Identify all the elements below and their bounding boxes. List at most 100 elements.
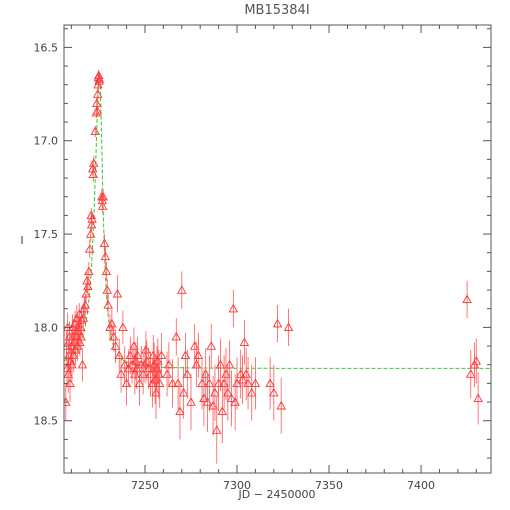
data-point (178, 366, 189, 419)
data-points-layer (64, 69, 483, 464)
data-point (154, 359, 165, 408)
data-point (119, 346, 130, 384)
data-point (211, 396, 222, 464)
triangle-marker (78, 313, 89, 322)
triangle-marker (88, 169, 99, 178)
triangle-marker (250, 378, 261, 388)
data-point (116, 355, 126, 393)
y-tick-label: 16.5 (34, 41, 59, 54)
data-point (98, 189, 108, 205)
data-point (215, 338, 226, 391)
triangle-marker (239, 337, 250, 346)
plot-frame (63, 24, 492, 474)
triangle-marker (89, 158, 99, 167)
data-point (462, 280, 472, 319)
triangle-marker (116, 369, 126, 378)
data-point (65, 346, 76, 376)
triangle-marker (101, 266, 112, 276)
data-point (177, 271, 187, 309)
data-point (85, 226, 96, 242)
data-point (78, 306, 89, 330)
data-point (283, 308, 294, 347)
triangle-marker (243, 378, 253, 388)
data-point (154, 349, 164, 399)
data-point (92, 105, 103, 117)
triangle-marker (272, 318, 283, 328)
triangle-marker (141, 344, 151, 354)
x-tick-label: 7300 (223, 479, 251, 492)
triangle-marker (91, 98, 102, 108)
triangle-marker (112, 288, 123, 298)
triangle-marker (164, 359, 174, 369)
triangle-marker (75, 337, 85, 346)
y-tick-label: 18.5 (34, 415, 59, 428)
data-point (118, 310, 128, 345)
data-point (175, 383, 185, 440)
data-point (94, 73, 105, 85)
triangle-marker (98, 191, 108, 201)
triangle-marker (80, 300, 90, 309)
data-point (200, 347, 211, 401)
triangle-marker (228, 303, 239, 313)
triangle-marker (206, 341, 217, 350)
data-point (85, 239, 95, 259)
triangle-marker (173, 378, 183, 388)
data-point (250, 357, 261, 410)
triangle-marker (171, 331, 182, 341)
data-point (86, 217, 97, 233)
triangle-marker (76, 331, 86, 341)
data-point (237, 355, 248, 404)
data-point (87, 211, 97, 227)
triangle-marker (151, 387, 161, 397)
triangle-marker (471, 356, 482, 365)
data-point (265, 357, 275, 410)
data-point (239, 319, 250, 365)
triangle-marker (90, 126, 101, 136)
triangle-marker (462, 294, 472, 304)
triangle-marker (210, 387, 220, 397)
data-point (89, 155, 99, 171)
triangle-marker (114, 350, 124, 360)
data-point (164, 342, 174, 388)
data-point (112, 275, 123, 313)
data-point (471, 338, 482, 384)
triangle-marker (175, 406, 185, 416)
triangle-marker (215, 359, 226, 369)
x-tick-label: 7350 (315, 479, 343, 492)
triangle-marker (193, 350, 204, 360)
data-point (103, 293, 113, 317)
y-tick-label: 18.0 (34, 321, 59, 334)
data-point (228, 290, 239, 328)
data-point (114, 338, 124, 373)
data-point (269, 364, 279, 421)
data-point (90, 125, 101, 137)
data-point (469, 342, 480, 388)
triangle-marker (223, 387, 233, 397)
data-point (210, 364, 220, 421)
triangle-marker (110, 341, 121, 350)
data-point (83, 277, 93, 296)
data-point (76, 323, 86, 350)
data-point (108, 321, 119, 352)
triangle-marker (148, 350, 159, 360)
triangle-marker (65, 378, 75, 388)
data-point (100, 247, 111, 266)
triangle-marker (102, 285, 113, 294)
triangle-marker (226, 393, 237, 402)
triangle-marker (65, 356, 76, 365)
triangle-marker (269, 387, 279, 397)
data-point (224, 340, 235, 389)
triangle-marker (154, 378, 165, 388)
y-axis: 16.5 17.0 17.5 18.0 18.5 (34, 28, 491, 459)
triangle-marker (182, 369, 193, 378)
triangle-marker (167, 378, 178, 388)
y-axis-label: I (20, 234, 23, 247)
data-point (276, 377, 286, 434)
triangle-marker (265, 378, 275, 388)
triangle-marker (473, 393, 483, 402)
triangle-marker (465, 369, 476, 378)
data-point (167, 359, 178, 408)
data-point (125, 336, 136, 375)
triangle-marker (224, 359, 235, 369)
data-point (80, 293, 90, 317)
